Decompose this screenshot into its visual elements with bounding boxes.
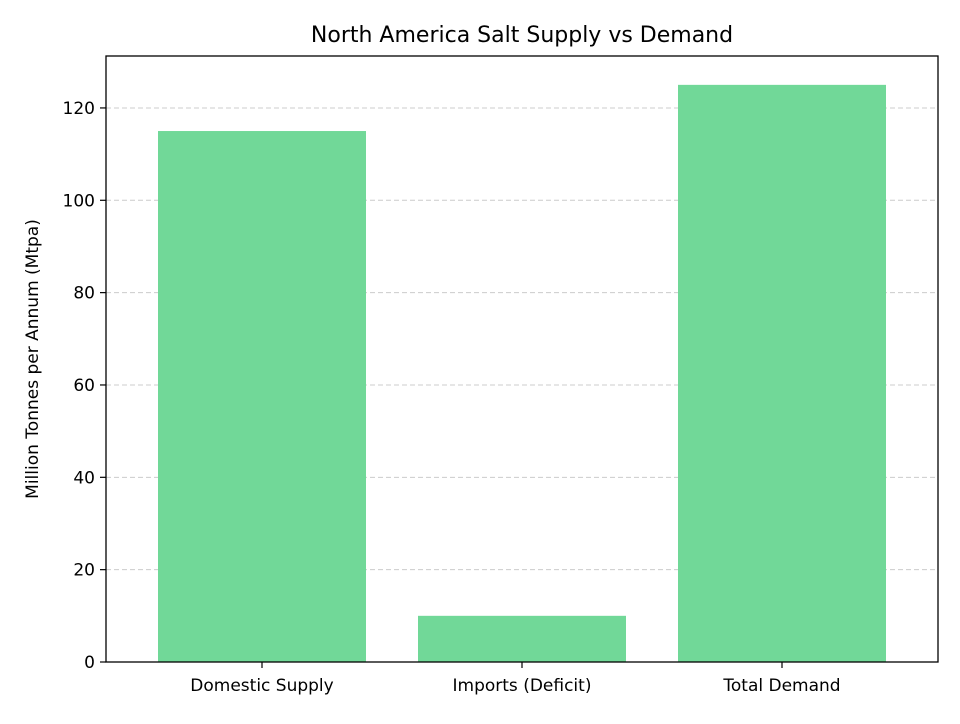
- bar: [678, 84, 886, 663]
- x-tick-label: Imports (Deficit): [453, 676, 592, 696]
- x-axis-ticks: Domestic Supply Imports (Deficit) Total De…: [190, 662, 841, 696]
- x-tick-label: Total Demand: [722, 676, 840, 696]
- bars: [158, 84, 886, 663]
- y-tick-label: 100: [63, 191, 95, 211]
- x-tick-label: Domestic Supply: [190, 676, 333, 696]
- y-tick-label: 40: [73, 468, 95, 488]
- chart-title: North America Salt Supply vs Demand: [311, 23, 733, 48]
- y-axis-ticks: 0 20 40 60 80 100 120: [63, 99, 106, 673]
- bar: [158, 131, 366, 662]
- y-axis-label: Million Tonnes per Annum (Mtpa): [23, 219, 43, 499]
- y-tick-label: 120: [63, 99, 95, 119]
- y-tick-label: 60: [73, 376, 95, 396]
- bar: [418, 615, 626, 662]
- y-tick-label: 20: [73, 561, 95, 581]
- y-tick-label: 0: [84, 653, 95, 673]
- y-tick-label: 80: [73, 284, 95, 304]
